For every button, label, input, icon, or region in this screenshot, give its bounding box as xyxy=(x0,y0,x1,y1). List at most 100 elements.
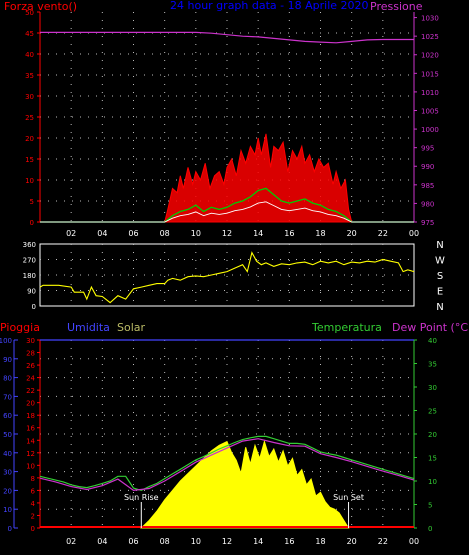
direction-tick-label: 0 xyxy=(32,303,36,311)
x-tick-label: 16 xyxy=(284,229,294,238)
x-tick-label: 08 xyxy=(160,229,170,238)
x-tick-label: 18 xyxy=(315,537,325,546)
humidity-label: Umidita xyxy=(67,321,110,334)
temperature-label: Temperatura xyxy=(311,321,382,334)
x-tick-label: 22 xyxy=(378,229,388,238)
humidity-tick-label: 10 xyxy=(3,506,12,514)
wind-tick-label: 50 xyxy=(25,9,34,17)
wind-tick-label: 0 xyxy=(30,219,34,227)
compass-label: N xyxy=(436,240,443,251)
humidity-tick-label: 60 xyxy=(3,412,12,420)
rain-tick-label: 24 xyxy=(26,375,35,383)
x-tick-label: 02 xyxy=(66,537,76,546)
wind-tick-label: 15 xyxy=(25,156,34,164)
sunset-label: Sun Set xyxy=(333,493,364,502)
humidity-tick-label: 70 xyxy=(3,393,12,401)
x-tick-label: 00 xyxy=(409,537,419,546)
rain-tick-label: 14 xyxy=(26,437,35,445)
rain-tick-label: 6 xyxy=(31,487,36,495)
temperature-tick-label: 30 xyxy=(428,384,437,392)
x-tick-label: 14 xyxy=(253,537,263,546)
pressure-tick-label: 990 xyxy=(421,163,434,171)
x-tick-label: 12 xyxy=(222,229,232,238)
wind-min-line xyxy=(40,201,414,223)
pressure-tick-label: 975 xyxy=(421,219,434,227)
wind-tick-label: 5 xyxy=(30,198,34,206)
x-tick-label: 22 xyxy=(378,537,388,546)
temperature-tick-label: 5 xyxy=(428,502,432,510)
solar-area xyxy=(140,439,350,529)
rain-tick-label: 22 xyxy=(26,387,35,395)
pressure-line xyxy=(40,31,414,44)
rain-tick-label: 0 xyxy=(31,525,35,533)
wind-tick-label: 45 xyxy=(25,30,34,38)
temperature-tick-label: 15 xyxy=(428,455,437,463)
x-tick-label: 00 xyxy=(409,229,419,238)
direction-line xyxy=(39,251,415,304)
temperature-tick-label: 10 xyxy=(428,478,437,486)
x-tick-label: 10 xyxy=(191,229,201,238)
rain-tick-label: 4 xyxy=(31,500,36,508)
wind-average-line xyxy=(40,187,414,223)
temperature-tick-label: 25 xyxy=(428,408,437,416)
rain-label: Pioggia xyxy=(0,321,40,334)
temperature-tick-label: 35 xyxy=(428,361,437,369)
temperature-tick-label: 40 xyxy=(428,337,437,345)
sunrise-label: Sun Rise xyxy=(124,493,159,502)
compass-label: S xyxy=(437,271,443,282)
x-tick-label: 18 xyxy=(315,229,325,238)
x-tick-label: 10 xyxy=(191,537,201,546)
x-tick-label: 20 xyxy=(347,229,357,238)
x-tick-label: 06 xyxy=(128,229,138,238)
temperature-tick-label: 0 xyxy=(428,525,432,533)
wind-tick-label: 10 xyxy=(25,177,34,185)
wind-axis-label: Forza vento() xyxy=(4,0,77,13)
direction-tick-label: 270 xyxy=(23,257,36,265)
pressure-tick-label: 995 xyxy=(421,145,434,153)
wind-gust-area xyxy=(40,133,414,223)
direction-tick-label: 180 xyxy=(23,272,36,280)
rain-tick-label: 20 xyxy=(26,400,35,408)
wind-pressure-panel: 0510152025303540455097598098599099510001… xyxy=(25,9,439,238)
direction-tick-label: 360 xyxy=(23,241,36,249)
humidity-tick-label: 20 xyxy=(3,487,12,495)
rain-tick-label: 30 xyxy=(26,337,35,345)
pressure-tick-label: 1005 xyxy=(421,107,439,115)
temperature-line xyxy=(39,435,415,492)
pressure-tick-label: 985 xyxy=(421,182,434,190)
rain-tick-label: 12 xyxy=(26,450,35,458)
pressure-tick-label: 1030 xyxy=(421,15,439,23)
rain-tick-label: 2 xyxy=(31,512,35,520)
dewpoint-label: Dew Point (°C) xyxy=(392,321,469,334)
x-tick-label: 14 xyxy=(253,229,263,238)
humidity-tick-label: 0 xyxy=(8,525,12,533)
wind-tick-label: 35 xyxy=(25,72,34,80)
pressure-tick-label: 980 xyxy=(421,200,434,208)
humidity-tick-label: 90 xyxy=(3,356,12,364)
humidity-tick-label: 40 xyxy=(3,450,12,458)
humidity-tick-label: 30 xyxy=(3,469,12,477)
x-tick-label: 08 xyxy=(160,537,170,546)
compass-label: W xyxy=(435,256,445,267)
rain-tick-label: 10 xyxy=(26,462,35,470)
x-tick-label: 20 xyxy=(347,537,357,546)
solar-label: Solar xyxy=(117,321,146,334)
graph-title: 24 hour graph data - 18 Aprile 2020 xyxy=(170,0,369,12)
temperature-tick-label: 20 xyxy=(428,431,437,439)
wind-tick-label: 30 xyxy=(25,93,34,101)
pressure-axis-label: Pressione xyxy=(370,0,423,13)
pressure-tick-label: 1020 xyxy=(421,52,439,60)
compass-label: N xyxy=(436,302,443,313)
dewpoint-line xyxy=(39,438,415,492)
x-tick-label: 12 xyxy=(222,537,232,546)
direction-tick-label: 90 xyxy=(27,288,36,296)
x-tick-label: 16 xyxy=(284,537,294,546)
rain-tick-label: 18 xyxy=(26,412,35,420)
x-tick-label: 02 xyxy=(66,229,76,238)
x-tick-label: 04 xyxy=(97,229,107,238)
humidity-tick-label: 50 xyxy=(3,431,12,439)
rain-tick-label: 16 xyxy=(26,425,35,433)
humidity-tick-label: 100 xyxy=(0,337,12,345)
